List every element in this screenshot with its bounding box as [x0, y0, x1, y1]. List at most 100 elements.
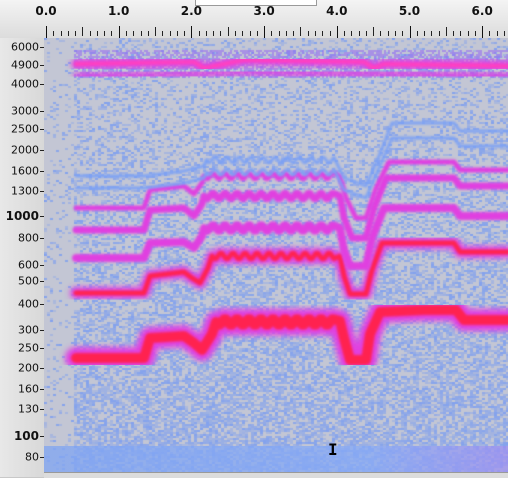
time-tick-label: 3.0	[253, 4, 275, 18]
time-minor-tick	[416, 31, 418, 36]
frequency-tick	[40, 457, 44, 458]
time-major-tick	[191, 26, 193, 38]
frequency-tick-label: 3000	[11, 104, 39, 118]
frequency-tick	[40, 111, 44, 112]
frequency-tick	[40, 191, 44, 192]
time-minor-tick	[133, 31, 135, 36]
time-minor-tick	[75, 31, 77, 36]
time-minor-tick	[431, 31, 433, 36]
frequency-tick	[40, 129, 44, 130]
time-minor-tick	[111, 31, 113, 36]
time-minor-tick	[213, 31, 215, 36]
time-ruler[interactable]: 0.0 1.0 2.0 3.0 4.0 5.0 6.0	[35, 4, 508, 38]
frequency-tick-label: 160	[18, 382, 39, 396]
harmonic-4-band	[72, 174, 508, 242]
time-minor-tick	[256, 31, 258, 36]
time-minor-tick	[329, 31, 331, 36]
time-minor-tick	[162, 31, 164, 36]
time-minor-tick	[198, 31, 200, 36]
time-minor-tick	[140, 31, 142, 36]
time-minor-tick	[474, 31, 476, 36]
time-minor-tick	[227, 27, 229, 36]
time-minor-tick	[373, 27, 375, 36]
time-minor-tick	[380, 31, 382, 36]
frequency-tick-label: 400	[18, 297, 39, 311]
time-minor-tick	[96, 31, 98, 36]
time-minor-tick	[169, 31, 171, 36]
frequency-tick	[40, 389, 44, 390]
frequency-tick-label: 600	[18, 258, 39, 272]
time-minor-tick	[67, 31, 69, 36]
toolbar-remnant	[195, 0, 317, 6]
frequency-tick-label: 6000	[11, 40, 39, 54]
time-minor-tick	[89, 31, 91, 36]
time-minor-tick	[53, 31, 55, 36]
time-minor-tick	[242, 31, 244, 36]
time-major-tick	[118, 26, 120, 38]
time-minor-tick	[394, 31, 396, 36]
time-minor-tick	[147, 31, 149, 36]
frequency-tick	[40, 304, 44, 305]
time-minor-tick	[205, 31, 207, 36]
time-minor-tick	[438, 31, 440, 36]
time-tick-label: 6.0	[471, 4, 493, 18]
time-minor-tick	[155, 27, 157, 36]
frequency-axis[interactable]: 6000 4900 4000 3000 2500 2000 1600 1300 1000 800 6…	[0, 38, 45, 477]
time-major-tick	[46, 26, 47, 38]
time-minor-tick	[365, 31, 367, 36]
frequency-tick-label: 130	[18, 402, 39, 416]
time-major-tick	[336, 26, 338, 38]
time-minor-tick	[504, 31, 505, 36]
frequency-tick-label: 800	[18, 231, 39, 245]
frequency-tick	[40, 368, 44, 369]
time-minor-tick	[104, 31, 106, 36]
time-minor-tick	[125, 31, 127, 36]
time-minor-tick	[285, 31, 287, 36]
time-minor-tick	[496, 31, 498, 36]
harmonic-bands	[65, 55, 508, 371]
time-major-tick	[409, 26, 411, 38]
fundamental-band	[71, 305, 508, 365]
time-minor-tick	[314, 31, 316, 36]
spectrogram-view[interactable]: I	[44, 38, 508, 472]
formant-band-2	[73, 69, 508, 79]
frequency-tick-label: 2000	[11, 143, 39, 157]
harmonic-2-glow	[70, 237, 508, 300]
time-minor-tick	[307, 31, 309, 36]
frequency-tick	[40, 150, 44, 151]
horizontal-scrollbar[interactable]	[44, 472, 508, 478]
frequency-tick	[40, 65, 44, 66]
time-minor-tick	[184, 31, 186, 36]
time-tick-label: 1.0	[108, 4, 130, 18]
frequency-tick-label: 300	[18, 323, 39, 337]
time-minor-tick	[351, 31, 353, 36]
time-minor-tick	[424, 31, 426, 36]
timeline-header: 0.0 1.0 2.0 3.0 4.0 5.0 6.0	[0, 0, 508, 39]
time-minor-tick	[358, 31, 360, 36]
frequency-tick	[40, 281, 44, 282]
time-major-tick	[264, 26, 266, 38]
time-minor-tick	[322, 31, 324, 36]
frequency-tick	[40, 348, 44, 349]
time-minor-tick	[300, 27, 302, 36]
harmonic-2-band	[73, 240, 508, 297]
frequency-tick	[40, 84, 44, 85]
time-tick-label: 0.0	[35, 4, 57, 18]
time-minor-tick	[489, 31, 491, 36]
harmonic-3-band	[72, 204, 508, 270]
frequency-tick-label: 1600	[11, 164, 39, 178]
time-minor-tick	[235, 31, 237, 36]
time-minor-tick	[60, 31, 62, 36]
time-major-tick	[482, 26, 484, 38]
frequency-tick-label: 4900	[11, 58, 39, 72]
frequency-tick-label: 250	[18, 341, 39, 355]
frequency-tick	[40, 47, 44, 48]
text-cursor-icon: I	[328, 440, 338, 459]
time-minor-tick	[445, 27, 447, 36]
frequency-tick-label: 500	[18, 274, 39, 288]
harmonic-6-band	[74, 136, 508, 200]
frequency-tick-label: 80	[25, 450, 39, 464]
time-minor-tick	[293, 31, 295, 36]
time-minor-tick	[220, 31, 222, 36]
